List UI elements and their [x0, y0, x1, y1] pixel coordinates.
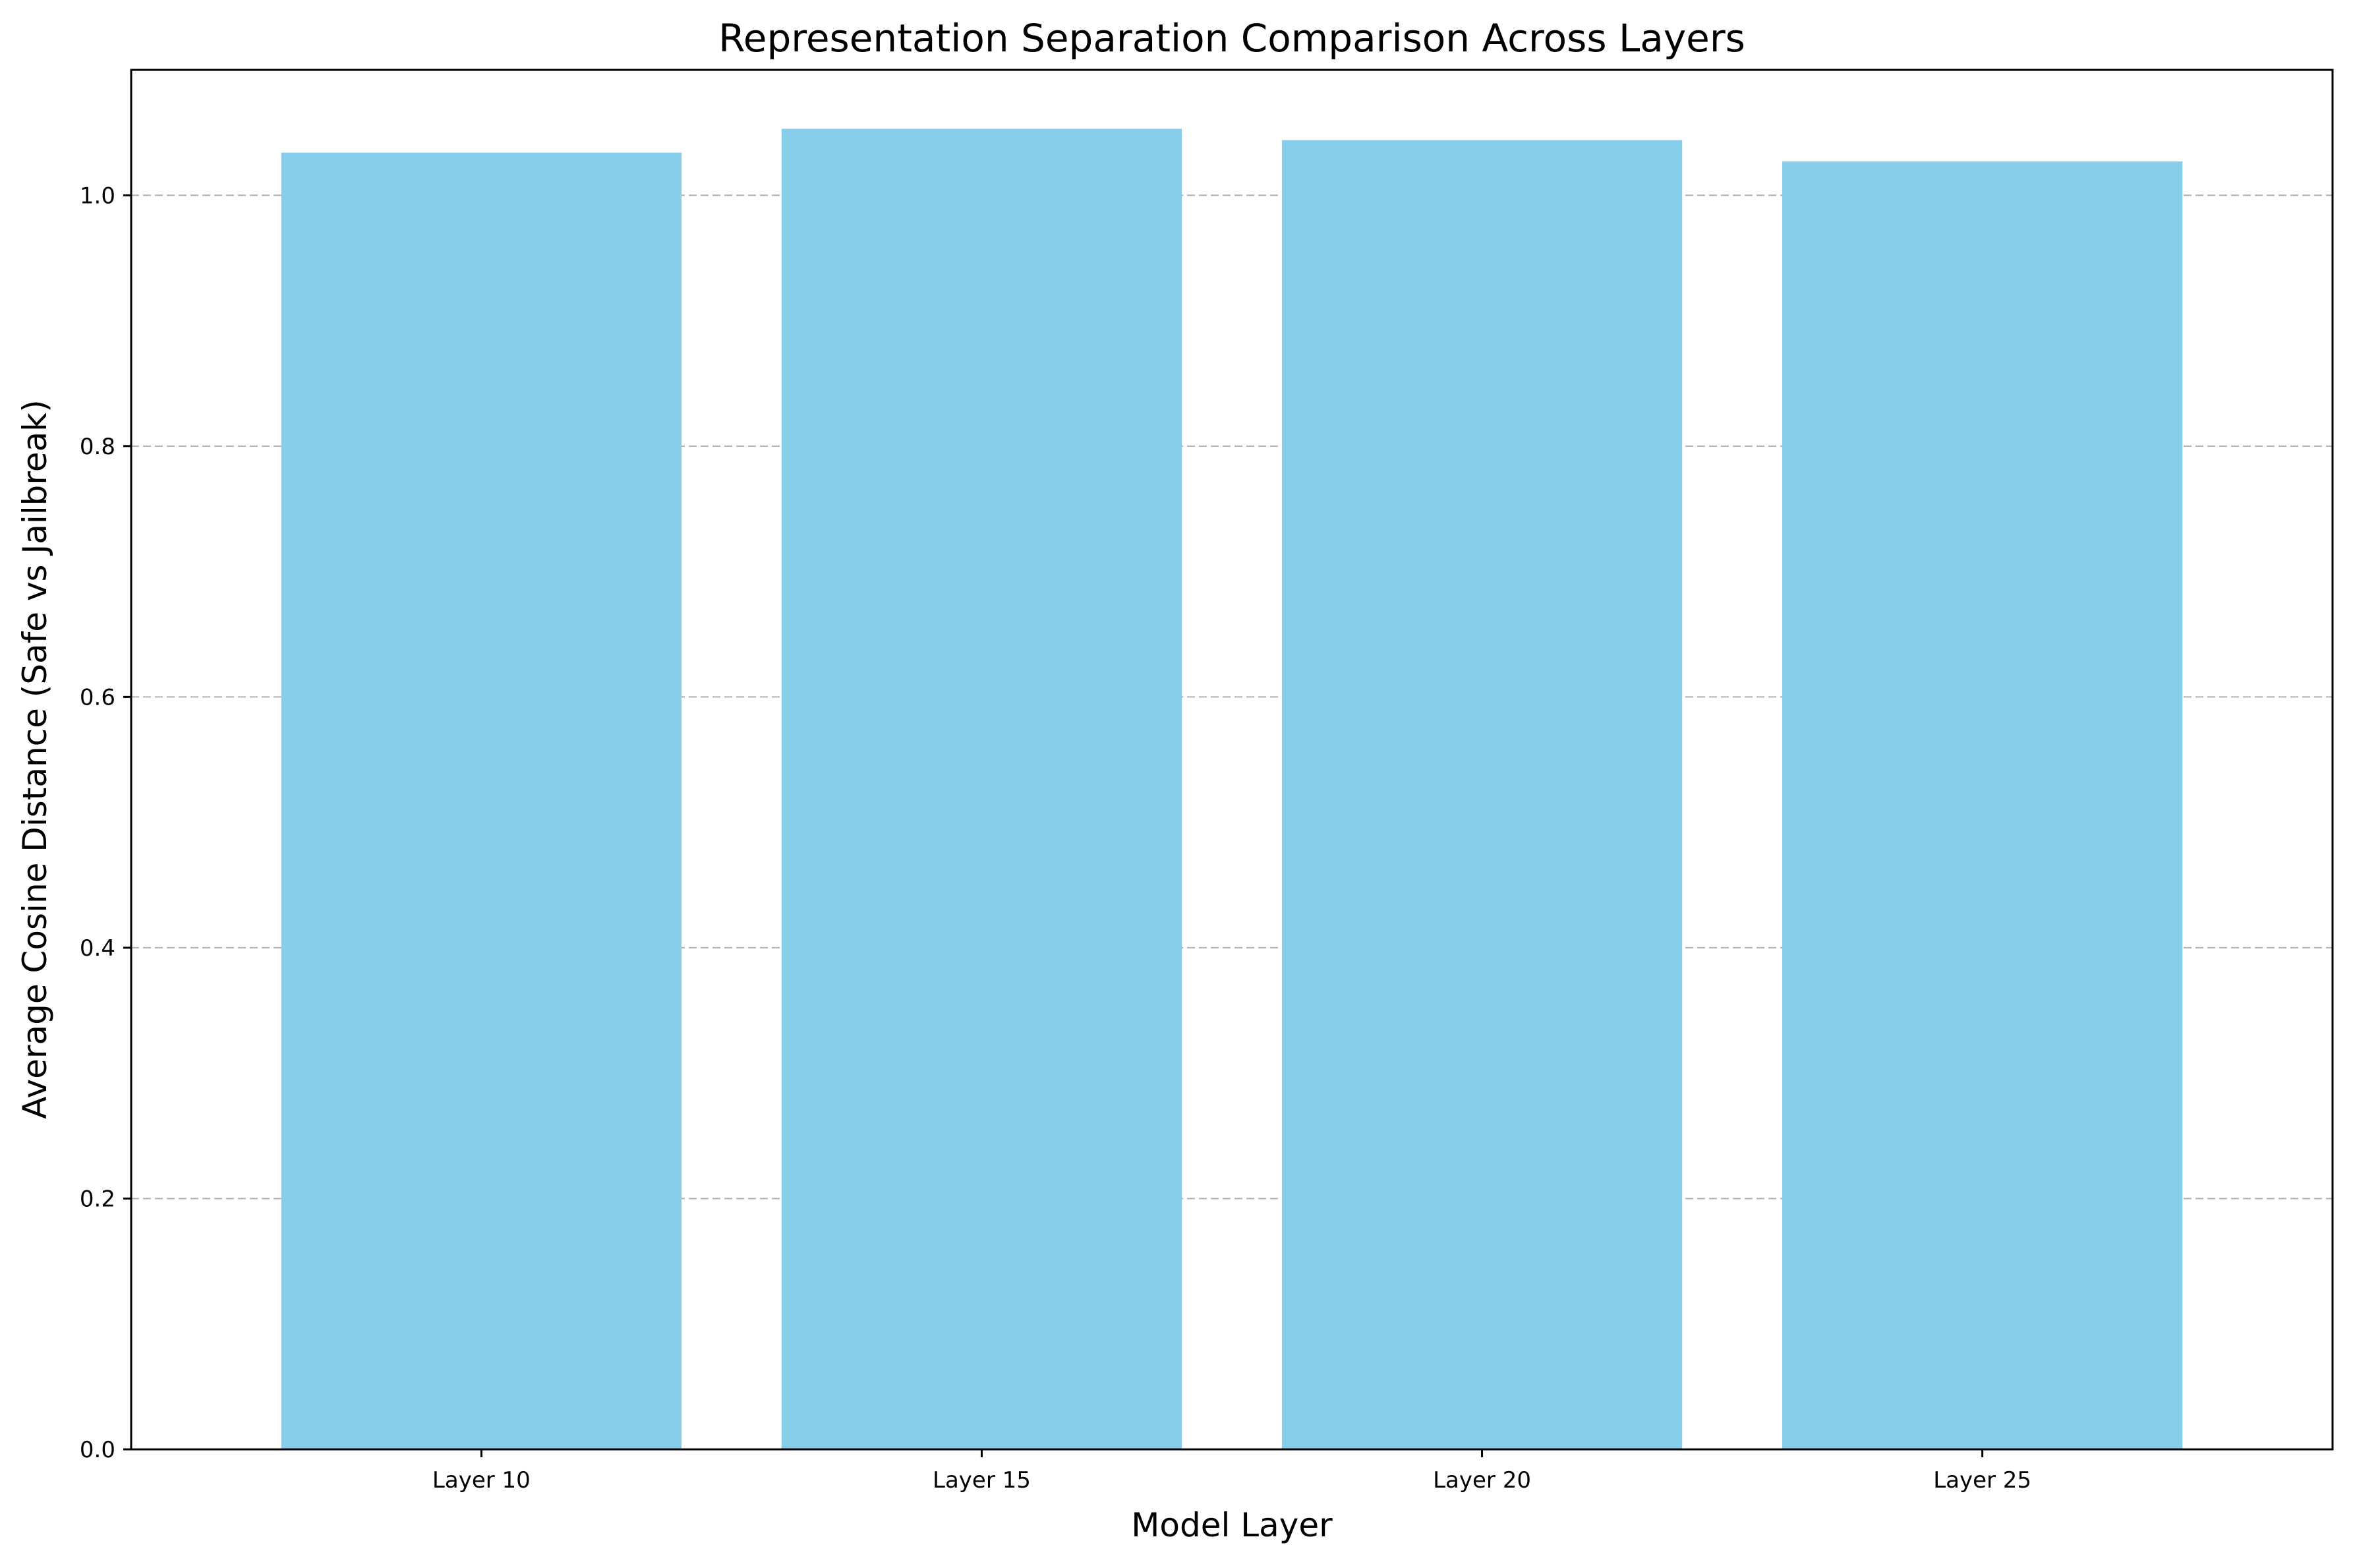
- bar-layer-10: [281, 152, 682, 1450]
- x-tick-label: Layer 25: [1933, 1467, 2031, 1494]
- bars: [281, 129, 2183, 1450]
- y-axis-ticks: 0.0 0.2 0.4 0.6 0.8 1.0: [80, 183, 131, 1463]
- bar-layer-20: [1281, 140, 1683, 1449]
- x-axis-ticks: Layer 10 Layer 15 Layer 20 Layer 25: [432, 1449, 2031, 1494]
- y-tick-label: 0.2: [80, 1186, 115, 1212]
- axes-frame: [130, 69, 2334, 1451]
- x-tick-label: Layer 20: [1433, 1467, 1531, 1494]
- bar-layer-25: [1782, 161, 2183, 1450]
- y-tick-label: 0.0: [80, 1437, 115, 1463]
- y-tick-label: 0.4: [80, 935, 115, 962]
- y-tick-label: 1.0: [80, 183, 115, 209]
- y-tick-label: 0.8: [80, 434, 115, 460]
- x-axis-label: Model Layer: [1131, 1506, 1333, 1544]
- bar-layer-15: [781, 129, 1182, 1449]
- x-tick-label: Layer 15: [933, 1467, 1031, 1494]
- y-axis-label: Average Cosine Distance (Safe vs Jailbre…: [16, 399, 54, 1118]
- chart-title: Representation Separation Comparison Acr…: [718, 16, 1745, 61]
- x-tick-label: Layer 10: [432, 1467, 531, 1494]
- y-tick-label: 0.6: [80, 684, 115, 711]
